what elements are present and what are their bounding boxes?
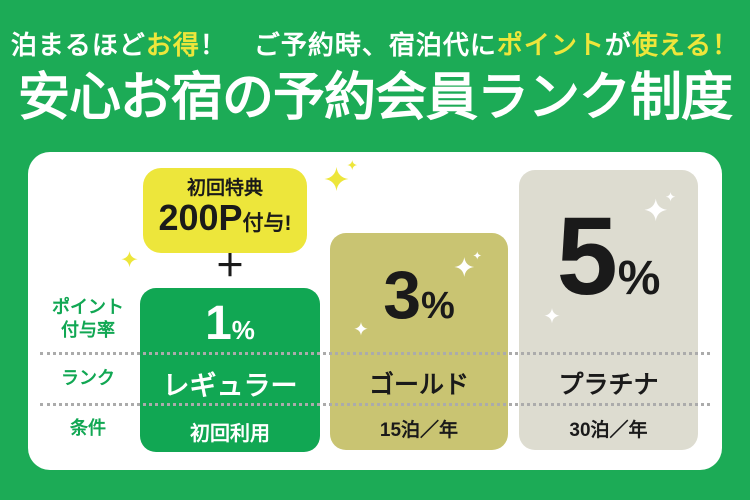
tier-gold-condition: 15泊／年: [379, 420, 459, 441]
tier-regular-rate-unit: %: [231, 315, 255, 345]
sparkle-icon: [121, 251, 138, 268]
subtitle-segment: 泊まるほど: [10, 30, 146, 60]
banner-subtitle: 泊まるほどお得！ ご予約時、宿泊代にポイントが使える！: [0, 30, 750, 60]
tier-platinum-condition: 30泊／年: [569, 420, 648, 441]
subtitle-segment: ！: [199, 30, 254, 60]
tier-gold-rate: 3%: [330, 261, 508, 329]
row-label-point-rate: ポイント 付与率: [36, 296, 140, 342]
bonus-points-suffix: 付与!: [242, 212, 292, 235]
dotted-divider-top: [40, 352, 710, 355]
tier-regular-rate: 1%: [140, 300, 320, 348]
tier-platinum-rate-number: 5: [556, 195, 618, 318]
subtitle-segment: ご予約時、宿泊代に: [253, 30, 497, 60]
tier-platinum-name: プラチナ: [558, 371, 659, 399]
plus-sign: ＋: [215, 250, 245, 283]
subtitle-segment-highlight: ポイント: [496, 30, 605, 60]
tier-regular-name: レギュラー: [162, 371, 298, 401]
tier-gold-name: ゴールド: [368, 371, 469, 399]
tier-platinum-rate-unit: %: [617, 252, 661, 305]
bonus-badge-label: 初回特典: [186, 178, 263, 199]
first-time-bonus-badge: 初回特典 200P付与!: [143, 168, 307, 253]
tier-regular-condition: 初回利用: [190, 423, 270, 445]
subtitle-segment-highlight: お得: [145, 30, 200, 60]
row-label-point-rate-line1: ポイント: [52, 297, 124, 317]
promo-card: 初回特典 200P付与! ＋ ポイント 付与率 ランク 条件 1% レギュラー …: [28, 152, 722, 470]
bonus-badge-points-line: 200P付与!: [158, 200, 291, 244]
tier-column-regular: 1% レギュラー 初回利用: [140, 288, 320, 452]
tier-column-gold: 3% ゴールド 15泊／年: [330, 233, 508, 450]
subtitle-segment: が: [604, 30, 632, 60]
banner-title: 安心お宿の予約会員ランク制度: [17, 69, 733, 127]
tier-regular-rate-number: 1: [205, 297, 232, 350]
tier-platinum-rate: 5%: [519, 202, 698, 312]
row-label-point-rate-line2: 付与率: [61, 320, 115, 340]
tier-gold-rate-number: 3: [383, 257, 422, 333]
bonus-points-value: 200P: [158, 197, 243, 238]
row-label-condition: 条件: [70, 418, 106, 438]
sparkle-icon: [544, 308, 560, 324]
row-label-rank: ランク: [61, 368, 115, 388]
subtitle-segment-highlight: 使える！: [631, 30, 740, 60]
sparkle-icon: [354, 322, 368, 336]
sparkle-icon: [454, 251, 482, 278]
dotted-divider-bottom: [40, 403, 710, 406]
sparkle-icon: [324, 160, 358, 192]
sparkle-icon: [644, 192, 676, 222]
tier-gold-rate-unit: %: [421, 285, 455, 327]
